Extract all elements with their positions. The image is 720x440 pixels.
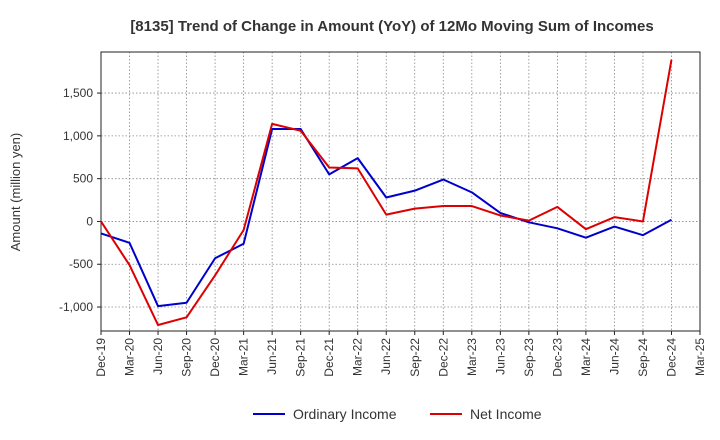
- series-lines: [100, 59, 673, 327]
- x-tick-label: Mar-20: [123, 338, 137, 376]
- y-tick-label: 1,000: [63, 129, 93, 143]
- y-axis-label: Amount (million yen): [8, 133, 23, 252]
- x-tick-label: Sep-22: [408, 338, 422, 377]
- x-tick-label: Dec-19: [94, 338, 108, 377]
- x-tick-label: Mar-21: [237, 338, 251, 376]
- x-tick-label: Mar-25: [693, 338, 707, 376]
- y-tick-label: 500: [73, 172, 93, 186]
- y-tick-label: -1,000: [59, 300, 93, 314]
- x-tick-label: Sep-23: [522, 338, 536, 377]
- x-axis-ticks: Dec-19 Mar-20 Jun-20 Sep-20 Dec-20 Mar-21 Jun-…: [94, 331, 707, 377]
- chart-title: [8135] Trend of Change in Amount (YoY) o…: [130, 18, 653, 35]
- y-tick-label: -500: [69, 257, 93, 271]
- x-tick-label: Mar-23: [465, 338, 479, 376]
- series-line: [100, 128, 672, 308]
- legend: Ordinary Income Net Income: [253, 406, 542, 422]
- x-tick-label: Jun-22: [379, 338, 393, 375]
- x-tick-label: Dec-23: [550, 338, 564, 377]
- plot-area-frame: [100, 51, 701, 332]
- grid-lines: [101, 52, 700, 331]
- x-tick-label: Jun-20: [151, 338, 165, 375]
- x-tick-label: Mar-24: [579, 338, 593, 376]
- x-tick-label: Jun-23: [493, 338, 507, 375]
- x-tick-label: Dec-21: [322, 338, 336, 377]
- legend-label: Net Income: [470, 406, 542, 422]
- series-line: [100, 59, 673, 327]
- y-axis-ticks: -1,000 -500 0 500 1,000 1,500: [59, 86, 101, 314]
- x-tick-label: Sep-21: [294, 338, 308, 377]
- y-tick-label: 0: [86, 214, 93, 228]
- x-tick-label: Jun-24: [607, 338, 621, 375]
- x-tick-label: Sep-24: [636, 338, 650, 377]
- x-tick-label: Mar-22: [351, 338, 365, 376]
- x-tick-label: Jun-21: [265, 338, 279, 375]
- y-tick-label: 1,500: [63, 86, 93, 100]
- legend-label: Ordinary Income: [293, 406, 397, 422]
- x-tick-label: Dec-22: [436, 338, 450, 377]
- x-tick-label: Sep-20: [180, 338, 194, 377]
- x-tick-label: Dec-24: [664, 338, 678, 377]
- x-tick-label: Dec-20: [208, 338, 222, 377]
